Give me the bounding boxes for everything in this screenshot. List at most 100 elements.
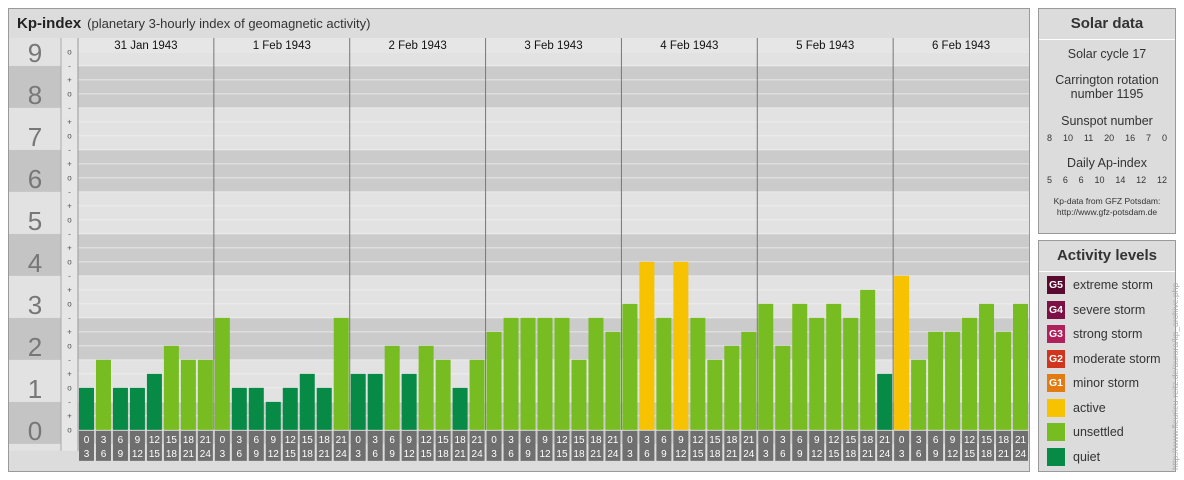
hour-end-label: 15	[692, 449, 704, 460]
legend-swatch: G1	[1047, 374, 1065, 392]
hour-start-label: 18	[183, 435, 195, 446]
hour-cell	[894, 430, 910, 461]
sunspot-values: 8 10 11 20 16 7 0	[1039, 133, 1175, 143]
sub-tick-label: +	[67, 327, 72, 336]
sub-tick-label: +	[67, 285, 72, 294]
hour-start-label: 15	[438, 435, 450, 446]
y-axis-band	[9, 191, 61, 234]
hour-end-label: 12	[539, 449, 551, 460]
hour-start-label: 9	[950, 435, 956, 446]
y-axis-band	[9, 275, 61, 318]
hour-start-label: 21	[1015, 435, 1027, 446]
kp-bar	[316, 387, 332, 430]
hour-start-label: 9	[678, 435, 684, 446]
kp-bar	[95, 359, 111, 430]
legend-item: G4 severe storm	[1047, 300, 1145, 320]
kp-bar	[894, 275, 910, 430]
hour-start-label: 18	[862, 435, 874, 446]
hour-start-label: 6	[525, 435, 531, 446]
kp-bar	[707, 359, 723, 430]
legend-item: G3 strong storm	[1047, 324, 1142, 344]
hour-cell	[452, 430, 468, 461]
kp-bar	[367, 373, 383, 430]
solar-data-panel: Solar data Solar cycle 17 Carrington rot…	[1038, 8, 1176, 234]
ap-value: 14	[1115, 175, 1126, 185]
hour-end-label: 15	[149, 449, 161, 460]
hour-end-label: 3	[899, 449, 905, 460]
credit-line2: http://www.gfz-potsdam.de	[1056, 207, 1158, 217]
hour-start-label: 0	[355, 435, 361, 446]
legend-item: unsettled	[1047, 422, 1124, 442]
hour-cell	[367, 430, 383, 461]
hour-end-label: 9	[254, 449, 260, 460]
legend-item: G2 moderate storm	[1047, 349, 1161, 369]
ap-value: 12	[1156, 175, 1167, 185]
hour-cell	[673, 430, 689, 461]
kp-bar	[231, 387, 247, 430]
y-axis-label: 4	[28, 248, 42, 278]
hour-end-label: 21	[998, 449, 1010, 460]
hour-start-label: 21	[607, 435, 619, 446]
hour-cell	[248, 430, 264, 461]
sub-tick-label: o	[67, 341, 72, 350]
y-axis-band	[9, 107, 61, 150]
legend-item: G1 minor storm	[1047, 373, 1139, 393]
hour-cell	[741, 430, 757, 461]
y-axis-label: 9	[28, 38, 42, 68]
hour-start-label: 6	[389, 435, 395, 446]
hour-start-label: 15	[573, 435, 585, 446]
day-label: 5 Feb 1943	[796, 40, 854, 52]
hour-end-label: 9	[797, 449, 803, 460]
hour-end-label: 3	[220, 449, 226, 460]
hour-start-label: 18	[726, 435, 738, 446]
sub-tick-label: +	[67, 159, 72, 168]
kp-bar	[435, 359, 451, 430]
hour-start-label: 3	[237, 435, 243, 446]
band	[78, 275, 1029, 318]
credit-line1: Kp-data from GFZ Potsdam:	[1053, 196, 1161, 206]
hour-start-label: 0	[220, 435, 226, 446]
kp-bar	[1013, 303, 1028, 430]
hour-start-label: 12	[556, 435, 568, 446]
sub-tick-label: o	[67, 89, 72, 98]
solar-cycle: Solar cycle 17	[1067, 47, 1147, 61]
legend-label: quiet	[1073, 449, 1101, 464]
hour-start-label: 18	[319, 435, 331, 446]
sub-tick-label: o	[67, 215, 72, 224]
day-label: 2 Feb 1943	[389, 40, 447, 52]
kp-bar	[622, 303, 638, 430]
hour-cell	[112, 430, 128, 461]
hour-cell	[945, 430, 961, 461]
hour-end-label: 12	[811, 449, 823, 460]
hour-cell	[95, 430, 111, 461]
kp-bar	[486, 331, 502, 430]
hour-start-label: 18	[998, 435, 1010, 446]
y-axis-label: 3	[28, 290, 42, 320]
day-label: 1 Feb 1943	[253, 40, 311, 52]
hour-end-label: 6	[508, 449, 514, 460]
kp-bar	[792, 303, 808, 430]
band	[78, 149, 1029, 192]
chart-title: Kp-index (planetary 3-hourly index of geo…	[17, 15, 370, 32]
legend-swatch: G3	[1047, 325, 1065, 343]
hour-start-label: 21	[200, 435, 212, 446]
hour-end-label: 9	[389, 449, 395, 460]
ap-value: 12	[1136, 175, 1147, 185]
hour-start-label: 6	[661, 435, 667, 446]
kp-bar	[554, 317, 570, 430]
day-header-strip	[78, 38, 1029, 52]
sunspot-value: 20	[1104, 133, 1115, 143]
hour-cell	[163, 430, 179, 461]
hour-start-label: 18	[590, 435, 602, 446]
kp-bar	[911, 359, 927, 430]
hour-start-label: 15	[302, 435, 314, 446]
hour-end-label: 21	[319, 449, 331, 460]
kp-bar	[214, 317, 230, 430]
hour-end-label: 6	[237, 449, 243, 460]
hour-end-label: 3	[84, 449, 90, 460]
hour-end-label: 24	[472, 449, 484, 460]
hour-start-label: 3	[644, 435, 650, 446]
y-axis-band	[9, 38, 61, 66]
y-axis-band	[9, 359, 61, 402]
hour-cell	[911, 430, 927, 461]
